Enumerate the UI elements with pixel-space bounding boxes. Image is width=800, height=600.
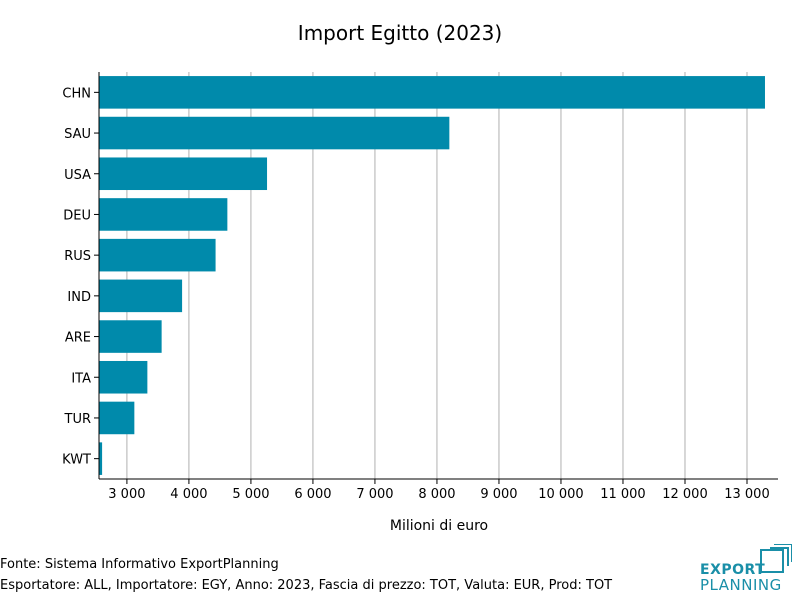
bar-ind bbox=[99, 279, 183, 313]
x-tick-label: 6 000 bbox=[294, 487, 331, 502]
bar-tur bbox=[99, 401, 135, 435]
x-tick-label: 4 000 bbox=[170, 487, 207, 502]
y-tick-label: KWT bbox=[62, 453, 91, 468]
bar-sau bbox=[99, 116, 450, 150]
x-tick-label: 11 000 bbox=[600, 487, 646, 502]
x-tick-label: 7 000 bbox=[356, 487, 393, 502]
x-tick-label: 9 000 bbox=[480, 487, 517, 502]
bar-chn bbox=[99, 76, 765, 109]
x-axis-label: Milioni di euro bbox=[390, 518, 488, 534]
x-tick-label: 8 000 bbox=[418, 487, 455, 502]
chart-title: Import Egitto (2023) bbox=[298, 21, 502, 45]
x-tick-label: 12 000 bbox=[662, 487, 708, 502]
y-tick-label: ARE bbox=[65, 331, 91, 346]
y-tick-label: USA bbox=[64, 168, 91, 183]
bars-layer bbox=[99, 76, 765, 475]
x-tick-label: 3 000 bbox=[108, 487, 145, 502]
y-tick-label: ITA bbox=[71, 371, 91, 386]
y-tick-label: IND bbox=[67, 290, 91, 305]
bar-ita bbox=[99, 360, 148, 394]
y-tick-label: TUR bbox=[64, 412, 92, 427]
y-tick-label: SAU bbox=[64, 127, 91, 142]
y-tick-label: CHN bbox=[62, 86, 91, 101]
x-tick-label: 10 000 bbox=[538, 487, 584, 502]
y-tick-label: RUS bbox=[64, 249, 91, 264]
ticks-layer: 3 000 4 000 5 000 6 000 7 000 8 000 9 000 10 00… bbox=[62, 86, 770, 502]
logo-text-planning: PLANNING bbox=[700, 576, 782, 594]
filter-details: Esportatore: ALL, Importatore: EGY, Anno… bbox=[0, 578, 613, 593]
x-tick-label: 13 000 bbox=[724, 487, 770, 502]
bar-deu bbox=[99, 198, 228, 231]
source-note: Fonte: Sistema Informativo ExportPlannin… bbox=[0, 557, 279, 572]
bar-are bbox=[99, 320, 162, 353]
logo-text-export: EXPORT bbox=[700, 562, 766, 578]
y-tick-label: DEU bbox=[63, 208, 91, 223]
axes-layer bbox=[98, 72, 778, 480]
exportplanning-logo: EXPORT PLANNING bbox=[700, 544, 792, 594]
x-tick-label: 5 000 bbox=[232, 487, 269, 502]
bar-kwt bbox=[99, 442, 103, 475]
bar-rus bbox=[99, 238, 216, 272]
logo-mark-icon bbox=[760, 544, 792, 573]
bar-usa bbox=[99, 157, 268, 191]
